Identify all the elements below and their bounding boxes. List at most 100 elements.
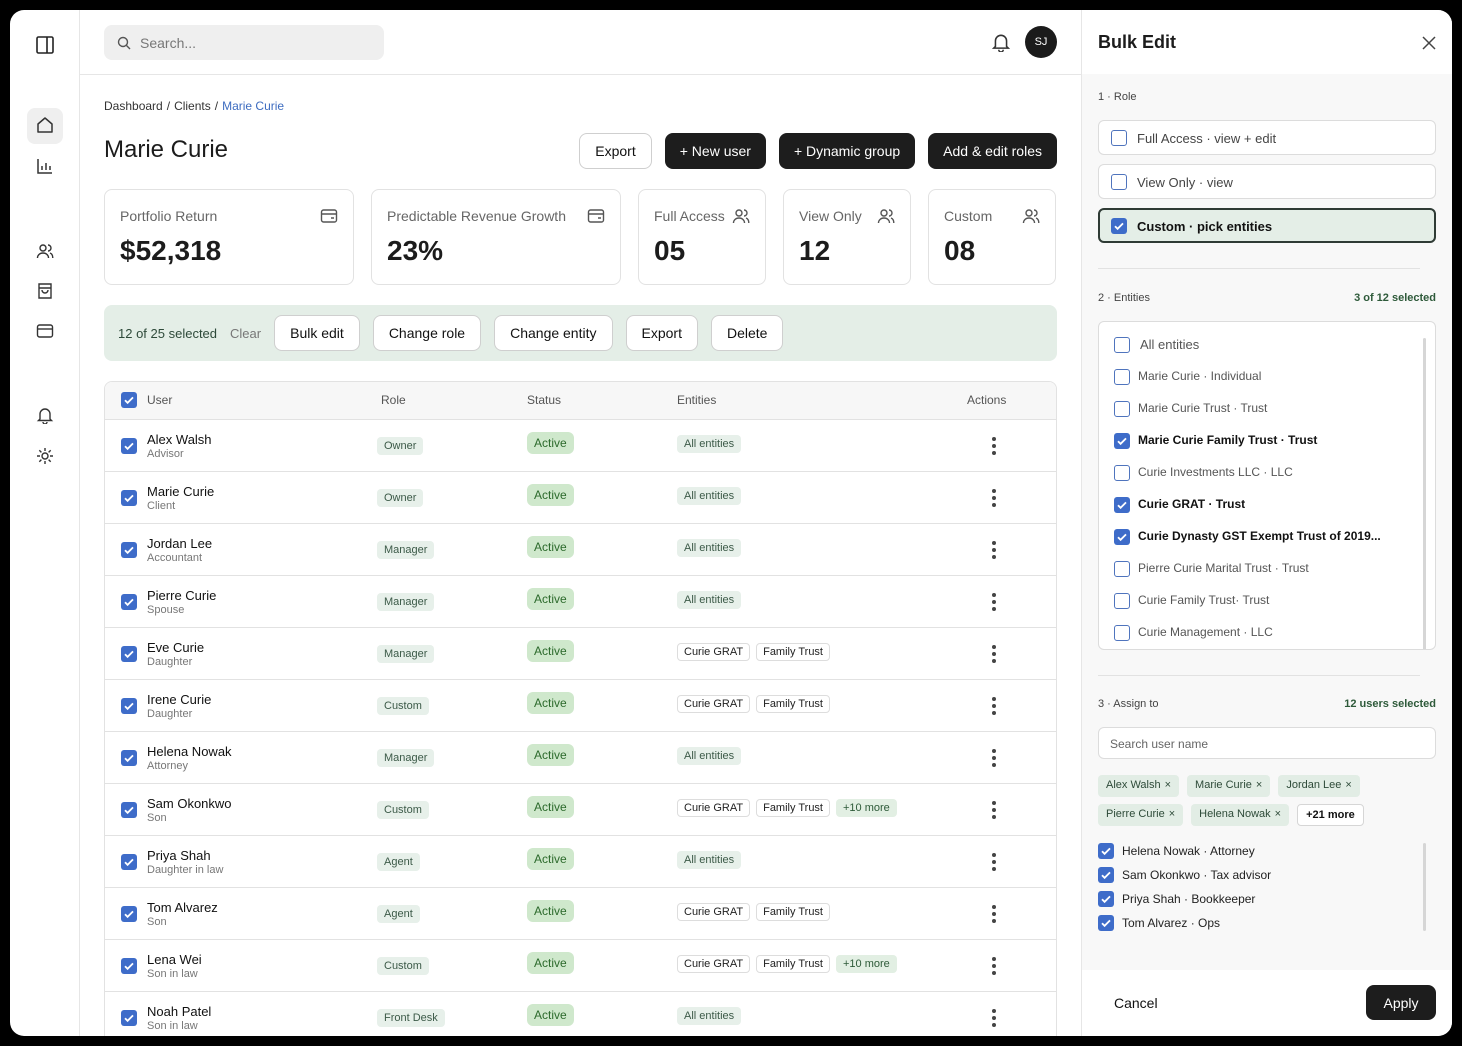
status-cell: Active — [527, 796, 574, 818]
action-button[interactable]: + Dynamic group — [778, 133, 916, 169]
cancel-button[interactable]: Cancel — [1114, 995, 1158, 1011]
checkbox[interactable] — [1114, 369, 1130, 385]
row-actions-menu[interactable] — [990, 488, 998, 513]
entity-option-label: Marie Curie Family Trust · Trust — [1138, 433, 1318, 447]
checkbox[interactable] — [1114, 561, 1130, 577]
selection-action-button[interactable]: Change role — [372, 315, 482, 351]
checkbox[interactable] — [1111, 218, 1127, 234]
checkbox[interactable] — [121, 854, 137, 870]
user-subtitle: Son — [147, 812, 167, 824]
checkbox[interactable] — [121, 392, 137, 408]
checkbox[interactable] — [1098, 843, 1114, 859]
role-option[interactable]: View Only · view — [1098, 164, 1436, 199]
chip-remove[interactable]: × — [1168, 808, 1176, 820]
chip-remove[interactable]: × — [1345, 779, 1352, 791]
status-cell: Active — [527, 432, 574, 454]
status-pill: Active — [527, 484, 574, 506]
row-actions-menu[interactable] — [990, 436, 998, 461]
row-actions-menu[interactable] — [990, 748, 998, 773]
notifications-icon[interactable] — [991, 32, 1011, 52]
entity-option-label: Marie Curie · Individual — [1138, 369, 1262, 383]
checkbox[interactable] — [121, 594, 137, 610]
checkbox[interactable] — [121, 906, 137, 922]
user-subtitle: Daughter in law — [147, 864, 224, 876]
checkbox[interactable] — [1098, 867, 1114, 883]
apply-button[interactable]: Apply — [1366, 985, 1436, 1020]
chart-icon[interactable] — [36, 157, 54, 175]
user-chip-name: Helena Nowak — [1199, 808, 1271, 820]
action-button[interactable]: Add & edit roles — [928, 133, 1057, 169]
checkbox[interactable] — [121, 542, 137, 558]
checkbox[interactable] — [121, 750, 137, 766]
search-box[interactable]: Search... — [104, 25, 384, 60]
role-option[interactable]: Full Access · view + edit — [1098, 120, 1436, 155]
settings-icon[interactable] — [36, 447, 54, 465]
checkbox[interactable] — [1098, 915, 1114, 931]
checkbox[interactable] — [1114, 593, 1130, 609]
close-icon[interactable] — [1422, 36, 1436, 50]
action-button[interactable]: Export — [579, 133, 652, 169]
checkbox[interactable] — [1114, 625, 1130, 641]
checkbox[interactable] — [1111, 130, 1127, 146]
row-actions-menu[interactable] — [990, 800, 998, 825]
checkbox[interactable] — [121, 1010, 137, 1026]
clear-button[interactable]: Clear — [230, 325, 262, 341]
entity-pill: Curie GRAT — [677, 955, 751, 973]
selection-action-button[interactable]: Export — [625, 315, 698, 351]
row-actions-menu[interactable] — [990, 1008, 998, 1033]
user-chip: Pierre Curie × — [1098, 804, 1184, 826]
chip-remove[interactable]: × — [1274, 808, 1282, 820]
checkbox[interactable] — [121, 802, 137, 818]
user-search-input[interactable]: Search user name — [1098, 727, 1436, 759]
row-actions-menu[interactable] — [990, 644, 998, 669]
row-actions-menu[interactable] — [990, 696, 998, 721]
row-actions-menu[interactable] — [990, 904, 998, 929]
toggle-sidebar-icon[interactable] — [35, 35, 55, 55]
row-actions-menu[interactable] — [990, 852, 998, 877]
checkbox[interactable] — [121, 438, 137, 454]
breadcrumb-item[interactable]: Clients — [174, 99, 211, 113]
checkbox[interactable] — [1098, 891, 1114, 907]
table-row: Tom Alvarez Son Agent Active Curie GRAT Famil… — [105, 888, 1056, 940]
bag-icon[interactable] — [36, 282, 54, 300]
bell-icon[interactable] — [36, 406, 54, 424]
users-icon[interactable] — [36, 242, 54, 260]
action-button[interactable]: + New user — [664, 133, 766, 169]
checkbox[interactable] — [1114, 337, 1130, 353]
checkbox[interactable] — [121, 646, 137, 662]
checkbox[interactable] — [121, 958, 137, 974]
row-actions-menu[interactable] — [990, 540, 998, 565]
entity-pill: Family Trust — [756, 695, 830, 713]
user-subtitle: Client — [147, 500, 176, 512]
main: Search... SJ Dashboard / Clients / Marie Cur… — [80, 10, 1081, 1036]
checkbox[interactable] — [1114, 497, 1130, 513]
stats: Portfolio Return $52,318 Predictable Reven… — [104, 189, 1056, 285]
entity-pill: All entities — [677, 487, 742, 505]
role-pill: Manager — [377, 749, 435, 767]
checkbox[interactable] — [1114, 529, 1130, 545]
more-users-chip[interactable]: +21 more — [1297, 804, 1364, 826]
stat-icon — [1022, 207, 1040, 230]
avatar[interactable]: SJ — [1025, 26, 1057, 58]
checkbox[interactable] — [1114, 401, 1130, 417]
checkbox[interactable] — [1114, 465, 1130, 481]
entity-pill: Curie GRAT — [677, 799, 751, 817]
breadcrumb-item[interactable]: Dashboard — [104, 99, 163, 113]
selection-action-button[interactable]: Delete — [710, 315, 784, 351]
selection-action-button[interactable]: Change entity — [494, 315, 613, 351]
status-cell: Active — [527, 1004, 574, 1026]
checkbox[interactable] — [1111, 174, 1127, 190]
row-actions-menu[interactable] — [990, 956, 998, 981]
selection-action-button[interactable]: Bulk edit — [274, 315, 360, 351]
checkbox[interactable] — [121, 698, 137, 714]
chip-remove[interactable]: × — [1164, 779, 1172, 791]
checkbox[interactable] — [121, 490, 137, 506]
entities-cell: Curie GRAT Family Trust — [677, 903, 830, 921]
checkbox[interactable] — [1114, 433, 1130, 449]
chip-remove[interactable]: × — [1255, 779, 1263, 791]
row-actions-menu[interactable] — [990, 592, 998, 617]
wallet-icon[interactable] — [36, 322, 54, 340]
user-subtitle: Daughter — [147, 708, 193, 720]
role-option[interactable]: Custom · pick entities — [1098, 208, 1436, 243]
home-icon[interactable] — [36, 116, 54, 134]
